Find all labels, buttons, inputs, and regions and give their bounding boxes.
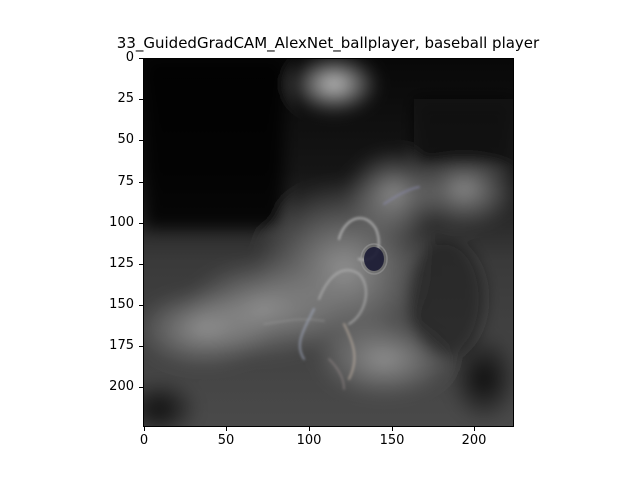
x-tick-mark <box>392 427 393 431</box>
y-tick-label: 125 <box>109 256 134 271</box>
x-tick-mark <box>309 427 310 431</box>
y-tick-label: 200 <box>109 379 134 394</box>
x-tick-label: 150 <box>379 433 405 448</box>
y-tick-mark <box>139 264 143 265</box>
y-tick-mark <box>139 387 143 388</box>
y-tick-label: 175 <box>109 338 134 353</box>
y-tick-mark <box>139 99 143 100</box>
guided-gradcam-heatmap-image <box>144 59 513 426</box>
y-tick-label: 25 <box>117 91 134 106</box>
x-tick-mark <box>144 427 145 431</box>
x-tick-mark <box>226 427 227 431</box>
y-tick-mark <box>139 223 143 224</box>
figure-title: 33_GuidedGradCAM_AlexNet_ballplayer, bas… <box>116 34 540 52</box>
y-tick-mark <box>139 140 143 141</box>
y-tick-label: 0 <box>125 50 134 65</box>
y-tick-label: 100 <box>109 215 134 230</box>
x-tick-label: 0 <box>139 433 149 448</box>
heatmap-image-panel <box>143 58 514 427</box>
x-tick-label: 50 <box>217 433 235 448</box>
y-tick-mark <box>139 305 143 306</box>
y-tick-mark <box>139 58 143 59</box>
y-tick-mark <box>139 346 143 347</box>
x-tick-label: 200 <box>461 433 487 448</box>
y-tick-mark <box>139 182 143 183</box>
x-tick-label: 100 <box>296 433 322 448</box>
y-tick-label: 150 <box>109 297 134 312</box>
x-tick-mark <box>474 427 475 431</box>
y-tick-label: 75 <box>117 174 134 189</box>
y-tick-label: 50 <box>117 132 134 147</box>
